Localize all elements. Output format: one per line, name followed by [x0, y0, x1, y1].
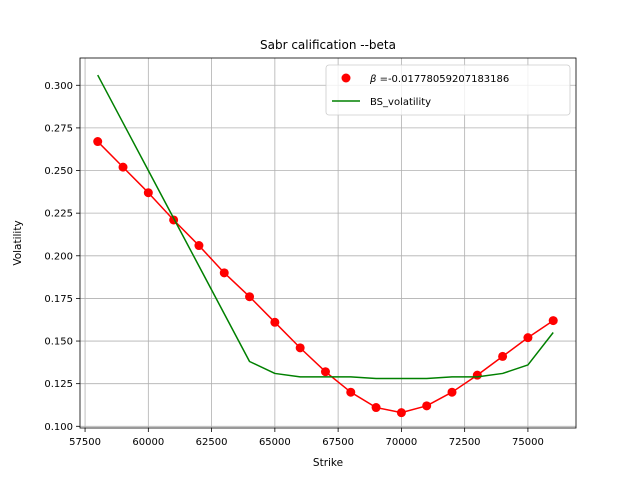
x-axis-ticks: 57500 60000 62500 65000 67500 70000 72500 75000: [69, 428, 544, 448]
bs-volatility-line: [97, 74, 554, 380]
sabr-volatility-point: [548, 316, 558, 326]
sabr-volatility-point: [523, 333, 533, 343]
chart-title: Sabr calification --beta: [260, 38, 396, 52]
sabr-volatility-point: [447, 387, 457, 397]
x-tick-label: 60000: [132, 437, 164, 448]
sabr-volatility-point: [118, 162, 128, 172]
y-tick-label: 0.225: [44, 209, 73, 220]
sabr-volatility-point: [93, 137, 103, 147]
plot-area: [93, 74, 558, 418]
y-tick-label: 0.300: [44, 81, 73, 92]
y-tick-label: 0.275: [44, 123, 73, 134]
y-tick-label: 0.175: [44, 294, 73, 305]
sabr-volatility-point: [422, 401, 432, 411]
axes-frame: [79, 57, 577, 429]
legend-marker-sabr: [341, 73, 351, 83]
sabr-volatility-point: [396, 408, 406, 418]
sabr-volatility-point: [194, 241, 204, 251]
legend-label-sabr-value: =-0.01778059207183186: [376, 74, 509, 85]
y-tick-label: 0.100: [44, 422, 73, 433]
y-tick-label: 0.250: [44, 166, 73, 177]
y-tick-label: 0.150: [44, 337, 73, 348]
sabr-volatility-point: [295, 343, 305, 353]
x-tick-label: 57500: [69, 437, 101, 448]
y-axis-label: Volatility: [12, 220, 24, 265]
sabr-volatility-point: [371, 403, 381, 413]
legend: β =-0.01778059207183186 BS_volatility: [325, 64, 571, 116]
y-axis-ticks: 0.100 0.125 0.150 0.175 0.200 0.225 0.250 0.275…: [44, 81, 80, 433]
sabr-volatility-point: [270, 317, 280, 327]
legend-box: [325, 64, 571, 116]
y-tick-label: 0.200: [44, 251, 73, 262]
x-axis-label: Strike: [313, 457, 343, 469]
grid: [80, 58, 576, 428]
sabr-volatility-point: [219, 268, 229, 278]
x-tick-label: 75000: [512, 437, 544, 448]
sabr-volatility-point: [498, 351, 508, 361]
sabr-volatility-point: [143, 188, 153, 198]
sabr-volatility-point: [320, 367, 330, 377]
sabr-volatility-point: [245, 292, 255, 302]
x-tick-label: 65000: [259, 437, 291, 448]
x-tick-label: 72500: [449, 437, 481, 448]
legend-label-sabr: β =-0.01778059207183186: [369, 74, 509, 85]
y-tick-label: 0.125: [44, 379, 73, 390]
sabr-volatility-point: [472, 370, 482, 380]
sabr-volatility-point: [346, 387, 356, 397]
legend-label-sabr-symbol: β: [369, 74, 377, 85]
x-tick-label: 67500: [322, 437, 354, 448]
legend-label-bs: BS_volatility: [370, 97, 431, 108]
x-tick-label: 62500: [196, 437, 228, 448]
x-tick-label: 70000: [385, 437, 417, 448]
